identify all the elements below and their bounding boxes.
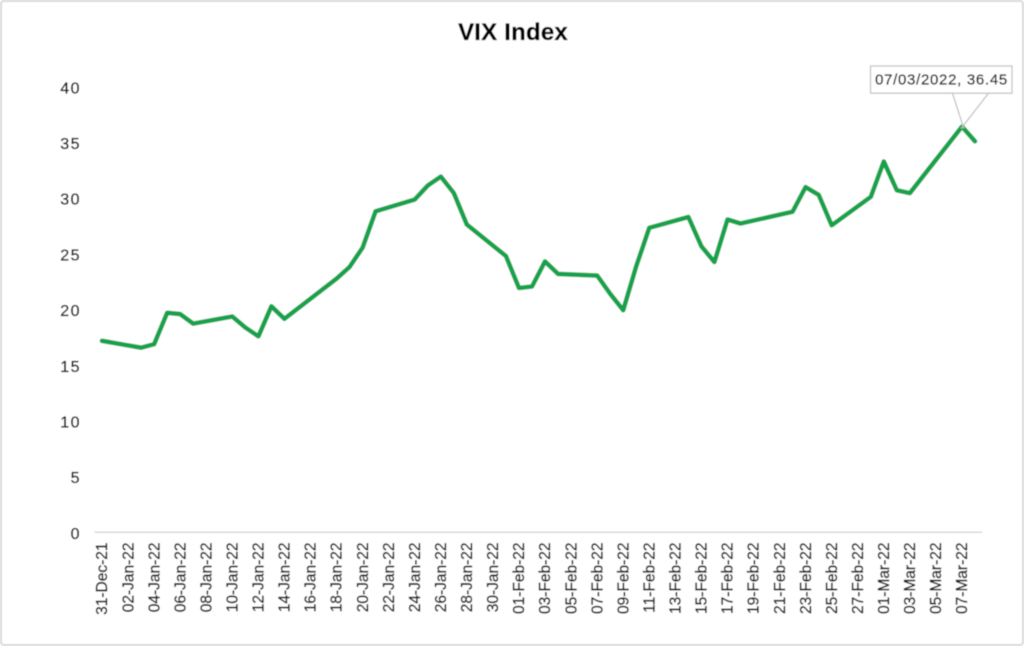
svg-text:23-Feb-22: 23-Feb-22 <box>798 543 815 615</box>
svg-text:07-Mar-22: 07-Mar-22 <box>954 542 971 614</box>
svg-text:03-Mar-22: 03-Mar-22 <box>902 543 919 615</box>
svg-text:25-Feb-22: 25-Feb-22 <box>824 543 841 615</box>
svg-text:VIX Index: VIX Index <box>458 19 568 46</box>
svg-text:19-Feb-22: 19-Feb-22 <box>746 543 763 615</box>
svg-text:27-Feb-22: 27-Feb-22 <box>850 543 867 615</box>
svg-text:20-Jan-22: 20-Jan-22 <box>355 543 372 613</box>
svg-text:21-Feb-22: 21-Feb-22 <box>772 543 789 615</box>
svg-text:04-Jan-22: 04-Jan-22 <box>146 543 163 613</box>
svg-text:10: 10 <box>60 414 81 431</box>
svg-text:06-Jan-22: 06-Jan-22 <box>172 543 189 613</box>
svg-text:13-Feb-22: 13-Feb-22 <box>668 543 685 615</box>
svg-text:0: 0 <box>71 526 81 543</box>
svg-text:26-Jan-22: 26-Jan-22 <box>433 543 450 613</box>
svg-text:24-Jan-22: 24-Jan-22 <box>407 543 424 613</box>
svg-text:15-Feb-22: 15-Feb-22 <box>694 543 711 615</box>
svg-text:35: 35 <box>60 136 81 153</box>
svg-text:10-Jan-22: 10-Jan-22 <box>225 543 242 613</box>
svg-text:08-Jan-22: 08-Jan-22 <box>198 543 215 613</box>
svg-text:16-Jan-22: 16-Jan-22 <box>303 543 320 613</box>
svg-text:40: 40 <box>60 80 81 97</box>
svg-text:05-Feb-22: 05-Feb-22 <box>563 543 580 615</box>
svg-text:03-Feb-22: 03-Feb-22 <box>537 543 554 615</box>
svg-text:09-Feb-22: 09-Feb-22 <box>615 543 632 615</box>
svg-text:01-Feb-22: 01-Feb-22 <box>511 543 528 615</box>
svg-text:30-Jan-22: 30-Jan-22 <box>485 543 502 613</box>
svg-text:01-Mar-22: 01-Mar-22 <box>876 543 893 615</box>
svg-text:17-Feb-22: 17-Feb-22 <box>720 543 737 615</box>
svg-text:11-Feb-22: 11-Feb-22 <box>642 543 659 613</box>
svg-text:14-Jan-22: 14-Jan-22 <box>277 543 294 613</box>
svg-text:25: 25 <box>60 247 81 264</box>
svg-text:18-Jan-22: 18-Jan-22 <box>329 543 346 613</box>
svg-text:31-Dec-21: 31-Dec-21 <box>94 543 111 615</box>
svg-text:02-Jan-22: 02-Jan-22 <box>120 543 137 613</box>
svg-text:30: 30 <box>60 192 81 209</box>
svg-text:5: 5 <box>71 470 81 487</box>
svg-text:05-Mar-22: 05-Mar-22 <box>928 543 945 615</box>
svg-text:22-Jan-22: 22-Jan-22 <box>381 543 398 613</box>
svg-text:07/03/2022, 36.45: 07/03/2022, 36.45 <box>875 72 1008 89</box>
svg-text:07-Feb-22: 07-Feb-22 <box>589 543 606 615</box>
svg-text:15: 15 <box>60 359 81 376</box>
svg-text:12-Jan-22: 12-Jan-22 <box>251 543 268 613</box>
svg-text:28-Jan-22: 28-Jan-22 <box>459 543 476 613</box>
svg-text:20: 20 <box>60 303 81 320</box>
